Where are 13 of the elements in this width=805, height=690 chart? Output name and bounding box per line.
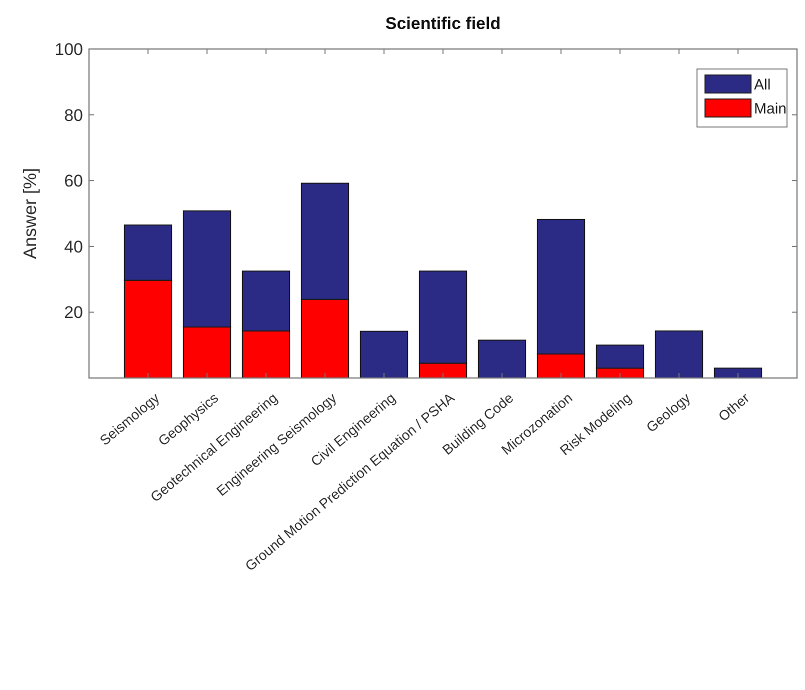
y-tick-label: 100: [54, 40, 83, 59]
y-axis-title: Answer [%]: [20, 168, 40, 260]
bar: [478, 340, 526, 378]
y-tick-label: 40: [64, 237, 83, 256]
legend-label: Main: [754, 100, 787, 118]
bar: [360, 330, 408, 378]
bar: [714, 368, 762, 378]
y-tick-label: 60: [64, 172, 83, 191]
legend-label: All: [754, 76, 771, 94]
y-tick-label: 80: [64, 106, 83, 125]
chart-title: Scientific field: [385, 14, 501, 33]
bar: [654, 330, 704, 378]
y-tick-label: 20: [64, 303, 83, 322]
